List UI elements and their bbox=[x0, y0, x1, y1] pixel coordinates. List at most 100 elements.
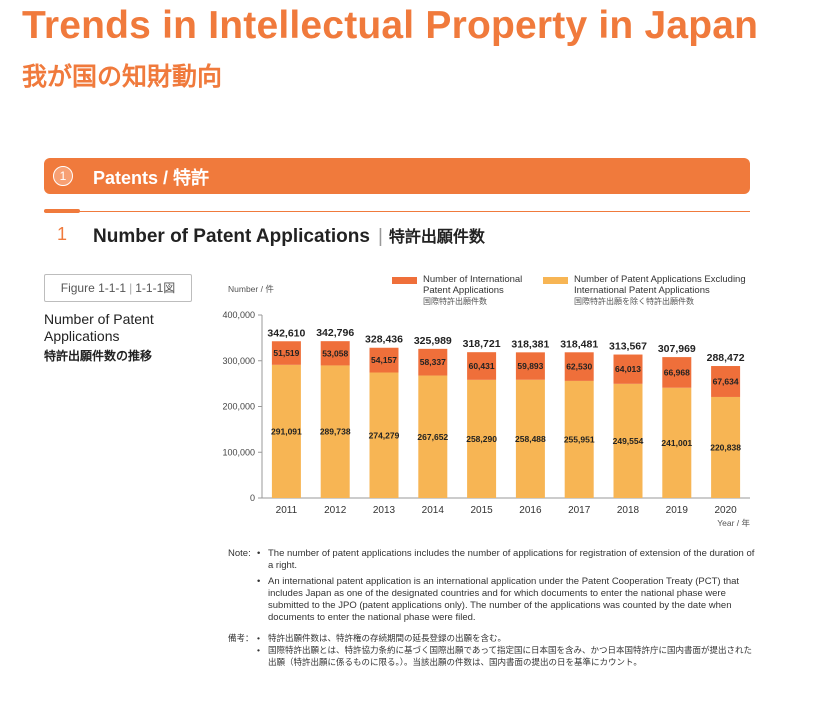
note-item-jp: • 国際特許出願とは、特許協力条約に基づく国際出願であって指定国に日本国を含み、… bbox=[228, 644, 758, 668]
bar-international bbox=[467, 352, 497, 380]
x-tick-label: 2019 bbox=[666, 505, 689, 516]
data-label-excluding: 289,738 bbox=[320, 427, 351, 437]
data-label-excluding: 274,279 bbox=[369, 430, 400, 440]
bar-international bbox=[418, 348, 448, 376]
notes-label-jp: 備考： bbox=[228, 633, 254, 643]
data-label-international: 53,058 bbox=[322, 348, 348, 358]
notes-en: Note: • The number of patent application… bbox=[228, 548, 758, 624]
legend-label-international: Number of International Patent Applicati… bbox=[423, 274, 523, 296]
data-label-international: 67,634 bbox=[713, 376, 739, 386]
data-label-excluding: 291,091 bbox=[271, 426, 302, 436]
total-label: 313,567 bbox=[609, 341, 647, 353]
data-label-excluding: 258,290 bbox=[466, 434, 497, 444]
data-label-international: 59,893 bbox=[517, 361, 543, 371]
y-tick-label: 300,000 bbox=[222, 356, 255, 366]
section-title-en: Number of Patent Applications bbox=[93, 226, 370, 247]
notes-label: Note: bbox=[228, 548, 251, 559]
note-text-jp: 国際特許出願とは、特許協力条約に基づく国際出願であって指定国に日本国を含み、かつ… bbox=[268, 645, 752, 667]
total-label: 325,989 bbox=[414, 335, 452, 347]
figure-label-box: Figure 1-1-1 | 1-1-1図 bbox=[44, 274, 192, 302]
data-label-international: 66,968 bbox=[664, 367, 690, 377]
y-tick-label: 200,000 bbox=[222, 402, 255, 412]
note-bullet: • bbox=[257, 633, 260, 643]
bar-international bbox=[662, 357, 692, 388]
legend-label-excluding-jp: 国際特許出願を除く特許出願件数 bbox=[574, 297, 694, 306]
figure-label: Figure 1-1-1 bbox=[60, 281, 127, 295]
note-item: • An international patent application is… bbox=[228, 576, 758, 624]
legend-label-international-jp: 国際特許出願件数 bbox=[423, 297, 487, 306]
bar-international bbox=[320, 341, 350, 366]
note-text: An international patent application is a… bbox=[268, 576, 740, 623]
bar-excluding bbox=[418, 375, 448, 498]
bar-excluding bbox=[467, 379, 497, 498]
bar-international bbox=[515, 352, 545, 380]
x-tick-label: 2020 bbox=[714, 505, 737, 516]
legend-swatch-excluding bbox=[543, 277, 568, 284]
note-bullet: • bbox=[257, 548, 261, 559]
section-title-separator: | bbox=[377, 226, 383, 247]
figure-label-jp: 1-1-1図 bbox=[135, 281, 176, 295]
total-label: 328,436 bbox=[365, 334, 403, 346]
data-label-excluding: 220,838 bbox=[710, 442, 741, 452]
data-label-excluding: 241,001 bbox=[661, 438, 692, 448]
bar-excluding bbox=[271, 364, 301, 498]
y-tick-label: 100,000 bbox=[222, 447, 255, 457]
x-axis-label: Year / 年 bbox=[717, 518, 750, 528]
bar-excluding bbox=[515, 379, 545, 498]
legend-label-excluding: Number of Patent Applications Excluding … bbox=[574, 274, 746, 296]
bar-excluding bbox=[711, 396, 741, 498]
data-label-international: 62,530 bbox=[566, 362, 592, 372]
bar-excluding bbox=[369, 372, 399, 498]
total-label: 318,721 bbox=[463, 338, 501, 350]
x-tick-label: 2015 bbox=[470, 505, 493, 516]
legend-swatch-international bbox=[392, 277, 417, 284]
total-label: 318,381 bbox=[511, 338, 549, 350]
banner-number-badge: 1 bbox=[53, 166, 73, 186]
x-tick-label: 2017 bbox=[568, 505, 591, 516]
figure-title-jp: 特許出願件数の推移 bbox=[44, 349, 153, 363]
note-text: The number of patent applications includ… bbox=[268, 548, 755, 571]
section-number: 1 bbox=[57, 224, 68, 244]
data-label-international: 58,337 bbox=[420, 357, 446, 367]
x-tick-label: 2011 bbox=[276, 505, 298, 516]
section-banner: 1 Patents / 特許 bbox=[44, 158, 750, 194]
bar-international bbox=[369, 347, 399, 373]
note-bullet: • bbox=[257, 645, 260, 655]
total-label: 307,969 bbox=[658, 343, 696, 355]
x-tick-label: 2013 bbox=[373, 505, 396, 516]
bar-international bbox=[613, 354, 643, 384]
bar-excluding bbox=[320, 365, 350, 498]
section-title: Number of Patent Applications | 特許出願件数 bbox=[93, 223, 485, 248]
y-tick-label: 0 bbox=[250, 493, 255, 503]
bar-excluding bbox=[613, 383, 643, 498]
data-label-excluding: 255,951 bbox=[564, 434, 595, 444]
page-title-jp: 我が国の知財動向 bbox=[22, 63, 223, 91]
bar-international bbox=[271, 341, 301, 365]
x-tick-label: 2016 bbox=[519, 505, 542, 516]
note-item: Note: • The number of patent application… bbox=[228, 548, 758, 572]
bar-excluding bbox=[564, 380, 594, 498]
bar-excluding bbox=[662, 387, 692, 498]
data-label-excluding: 258,488 bbox=[515, 434, 546, 444]
figure-title: Number of Patent Applications bbox=[44, 311, 154, 344]
x-tick-label: 2014 bbox=[422, 505, 445, 516]
data-label-international: 60,431 bbox=[469, 361, 495, 371]
bar-international bbox=[711, 366, 741, 397]
section-title-jp: 特許出願件数 bbox=[388, 229, 485, 246]
bar-international bbox=[564, 352, 594, 381]
section-divider-accent bbox=[44, 209, 80, 213]
data-label-international: 64,013 bbox=[615, 364, 641, 374]
note-text-jp: 特許出願件数は、特許権の存続期間の延長登録の出願を含む。 bbox=[268, 633, 507, 643]
total-label: 288,472 bbox=[707, 352, 745, 364]
y-axis-label: Number / 件 bbox=[228, 284, 274, 294]
legend-item-international: Number of International Patent Applicati… bbox=[423, 274, 533, 307]
notes-jp: 備考： • 特許出願件数は、特許権の存続期間の延長登録の出願を含む。 • 国際特… bbox=[228, 632, 758, 668]
page-title: Trends in Intellectual Property in Japan bbox=[22, 4, 759, 47]
data-label-excluding: 249,554 bbox=[613, 436, 644, 446]
figure-label-separator: | bbox=[129, 281, 133, 295]
data-label-international: 54,157 bbox=[371, 355, 397, 365]
banner-title: Patents / 特許 bbox=[93, 168, 210, 188]
total-label: 318,481 bbox=[560, 338, 598, 350]
total-label: 342,610 bbox=[267, 327, 305, 339]
